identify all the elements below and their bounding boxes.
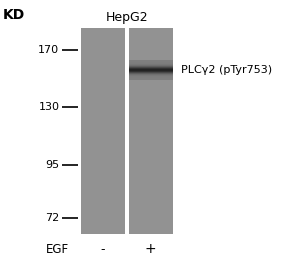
Text: +: + bbox=[145, 242, 156, 257]
Text: KD: KD bbox=[3, 8, 25, 22]
Bar bbox=[129, 28, 173, 234]
Text: EGF: EGF bbox=[46, 243, 69, 256]
Text: 95: 95 bbox=[45, 160, 59, 170]
Text: 130: 130 bbox=[38, 102, 59, 112]
Text: 170: 170 bbox=[38, 45, 59, 55]
Text: PLCγ2 (pTyr753): PLCγ2 (pTyr753) bbox=[181, 65, 272, 75]
Bar bbox=[81, 28, 125, 234]
Text: -: - bbox=[100, 243, 105, 256]
Text: HepG2: HepG2 bbox=[105, 11, 148, 23]
Text: 72: 72 bbox=[45, 213, 59, 223]
